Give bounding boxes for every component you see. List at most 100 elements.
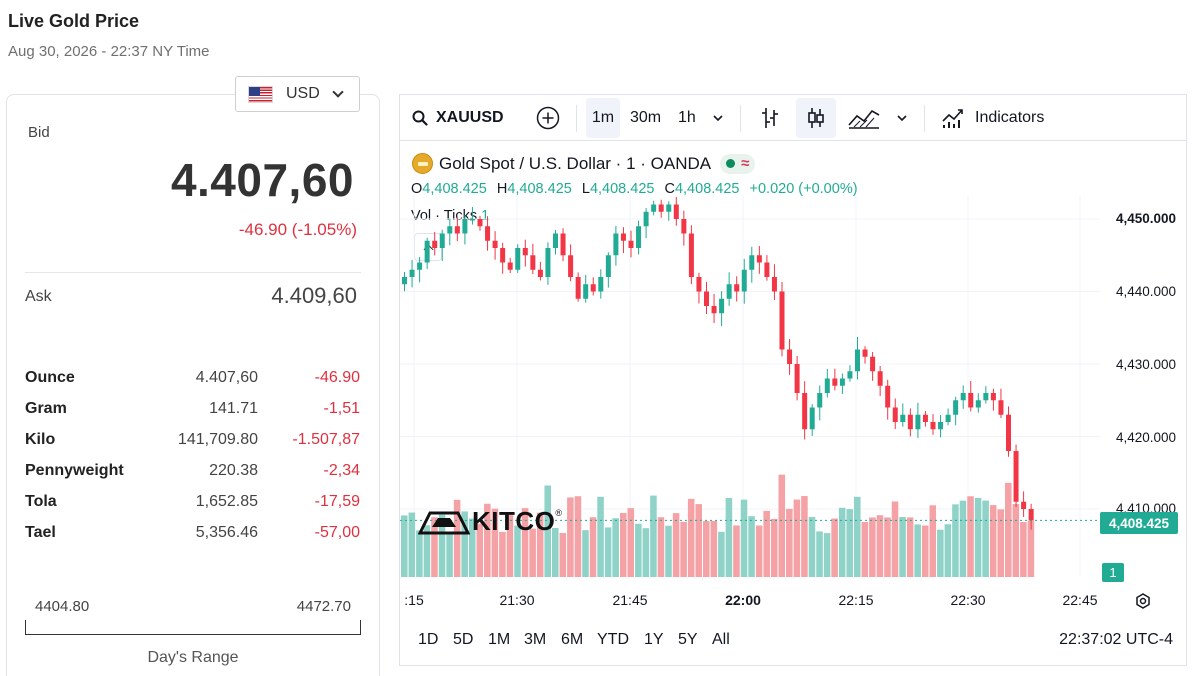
volume-bar [786,508,793,577]
settings-gear-icon[interactable] [1134,592,1152,610]
volume-bar [816,531,823,577]
candle-body [975,400,981,408]
instrument-title: Gold Spot / U.S. Dollar · 1 · OANDA [439,153,712,173]
compare-symbol-button[interactable] [536,95,560,141]
toolbar-separator [576,105,577,132]
unit-name: Kilo [25,430,56,448]
time-axis-label: 22:30 [950,592,986,608]
candle-body [469,219,475,221]
open-value: 4,408.425 [422,181,487,197]
range-button-3m[interactable]: 3M [524,631,547,648]
range-button-5y[interactable]: 5Y [678,631,698,648]
volume-bar [612,518,619,577]
candle-body [553,233,558,248]
candle-body [915,414,921,430]
volume-bar [438,514,446,577]
candle-body [605,255,611,277]
unit-price: 141,709.80 [177,430,258,448]
close-label: C [664,181,675,197]
time-axis-label: 22:45 [1062,592,1098,608]
market-status-badge[interactable]: ≈ [720,153,756,174]
chart-type-dropdown-button[interactable] [896,95,908,141]
volume-bar [446,531,453,577]
volume-bar [921,525,929,577]
volume-bar [567,497,574,577]
candle-body [839,378,845,386]
indicators-button[interactable]: Indicators [941,95,1044,141]
volume-bar [461,511,468,577]
interval-1h-button[interactable]: 1h [678,109,696,126]
volume-bar [416,530,423,577]
range-button-6m[interactable]: 6M [561,631,584,648]
candle-body [545,248,551,277]
candle-body [704,291,709,306]
range-button-1y[interactable]: 1Y [644,631,664,648]
volume-bar [944,524,952,577]
candle-body [907,414,913,430]
candle-body [870,356,876,372]
volume-bar [619,512,627,577]
currency-selected-label: USD [286,85,320,102]
volume-bar [710,520,718,577]
days-range-low: 4404.80 [35,598,90,615]
candle-body [530,255,536,270]
chevron-down-icon [713,115,723,122]
range-button-1m[interactable]: 1M [488,631,511,648]
candle-body [734,284,740,292]
candle-body [454,226,460,234]
time-axis-label: 22:00 [725,592,761,608]
kitco-bars-icon [418,511,470,534]
us-flag-icon [248,85,273,103]
open-label: O [411,181,423,197]
candle-body [771,277,777,292]
volume-bar [899,516,906,577]
area-chart-type-button[interactable] [848,95,880,141]
candle-body [560,233,566,256]
ask-price: 4.409,60 [271,283,357,308]
volume-bar [665,525,672,577]
range-button-1d[interactable]: 1D [418,631,439,648]
candle-body [522,248,528,256]
candle-body [402,277,407,285]
range-button-5d[interactable]: 5D [453,631,474,648]
volume-legend: Vol · Ticks 1 [411,208,489,224]
interval-dropdown-button[interactable] [712,95,724,141]
symbol-search-button[interactable]: XAUUSD [412,95,504,141]
range-button-ytd[interactable]: YTD [597,631,629,648]
ohlc-legend: O4,408.425 H4,408.425 L4,408.425 C4,408.… [411,181,858,197]
volume-bar [725,497,733,577]
data-delay-icon: ≈ [741,155,750,172]
candle-body [613,233,619,256]
candle-body [960,393,966,401]
volume-bar [514,525,521,577]
page-timestamp: Aug 30, 2026 - 22:37 NY Time [8,43,210,60]
chart-clock[interactable]: 22:37:02 UTC-4 [1059,631,1173,648]
divider [25,272,361,273]
candle-body [824,378,830,393]
unit-row-tola: Tola 1,652.85 -17,59 [25,486,360,517]
bars-chart-type-button[interactable] [760,95,780,141]
candle-body [666,204,672,212]
candle-body [862,349,868,357]
candle-body [620,233,626,241]
volume-bar [559,532,567,577]
volume-label: Vol · Ticks [411,208,478,224]
bar-chart-icon [762,108,778,128]
interval-30m-button[interactable]: 30m [630,109,662,126]
volume-bar [423,525,431,577]
volume-bar [891,501,899,577]
interval-1m-button[interactable]: 1m [586,98,620,138]
candle-body [636,226,642,248]
range-button-all[interactable]: All [712,631,730,648]
candle-body [1021,501,1027,509]
price-chart-canvas[interactable] [400,195,1100,585]
price-axis-label: 4,440.000 [1115,284,1176,299]
candles-chart-type-button[interactable] [796,98,836,138]
volume-bar [831,518,838,577]
volume-bar [468,518,476,577]
volume-bar [808,516,816,577]
currency-dropdown[interactable]: USD [235,76,360,112]
volume-bar [914,524,921,577]
volume-bar [431,517,438,577]
candle-body [900,414,906,422]
